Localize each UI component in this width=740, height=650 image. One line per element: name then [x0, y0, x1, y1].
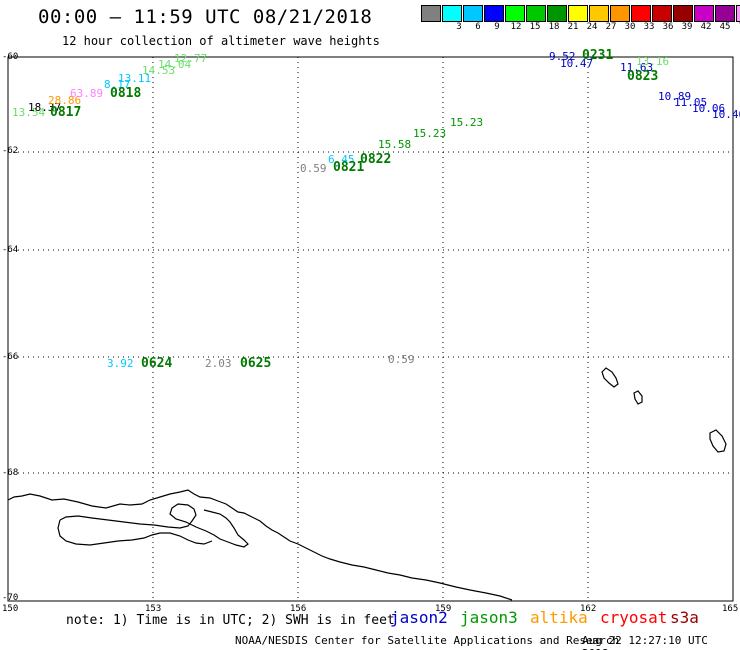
legend-swatch — [568, 5, 588, 22]
lon-label: 162 — [580, 604, 597, 614]
legend-tick-label: 36 — [662, 22, 674, 32]
coastline-ice-shelf — [59, 503, 249, 548]
legend-tick-label: 12 — [510, 22, 522, 32]
wave-height-label: 15.58 — [378, 138, 412, 151]
wave-height-label: 14.53 — [142, 64, 176, 77]
date-label: 0822 — [360, 152, 392, 167]
wave-height-label: 15.23 — [413, 127, 447, 140]
legend-tick-label: 3 — [456, 22, 462, 32]
wave-height-label: 8.17 — [104, 78, 131, 91]
legend-swatch — [736, 5, 740, 22]
satellite-cryosat: cryosat — [600, 608, 668, 627]
date-label: 0231 — [582, 48, 614, 63]
legend-swatch — [505, 5, 525, 22]
page-subtitle: 12 hour collection of altimeter wave hei… — [62, 34, 380, 48]
legend-swatch — [694, 5, 714, 22]
lat-label: -70 — [2, 593, 19, 603]
island-1 — [601, 367, 619, 388]
legend-tick-label: 30 — [624, 22, 636, 32]
lat-label: -68 — [2, 468, 19, 478]
date-label: 0821 — [333, 160, 365, 175]
map-frame — [7, 56, 734, 602]
footer-note: note: 1) Time is in UTC; 2) SWH is in fe… — [66, 613, 395, 628]
legend-tick-label: 42 — [700, 22, 712, 32]
legend-tick-label: 6 — [475, 22, 481, 32]
wave-height-label: 6.45 — [328, 153, 355, 166]
wave-height-label: 0.59 — [300, 162, 327, 175]
legend-tick-label: 27 — [605, 22, 617, 32]
wave-height-label: 2.03 — [205, 357, 232, 370]
legend-tick-label: 9 — [494, 22, 500, 32]
legend-tick-label: 33 — [643, 22, 655, 32]
lon-label: 156 — [290, 604, 307, 614]
wave-height-label: 13.16 — [636, 55, 670, 68]
lat-label: -66 — [2, 352, 19, 362]
legend-swatch — [547, 5, 567, 22]
date-label: 0624 — [141, 356, 173, 371]
lat-label: -62 — [2, 146, 19, 156]
wave-height-label: 10.06 — [692, 102, 726, 115]
wave-height-label: 9.52 — [549, 50, 576, 63]
legend-swatch — [442, 5, 462, 22]
satellite-jason2: jason2 — [390, 608, 448, 627]
date-label: 0818 — [110, 86, 142, 101]
credit-text: NOAA/NESDIS Center for Satellite Applica… — [235, 634, 620, 647]
wave-height-label: 0.59 — [388, 353, 415, 366]
lon-label: 165 — [722, 604, 739, 614]
wave-height-label: 11.63 — [620, 61, 654, 74]
legend-swatch — [715, 5, 735, 22]
legend-tick-label: 70 — [734, 22, 740, 32]
legend-swatch — [652, 5, 672, 22]
lat-label: -64 — [2, 245, 19, 255]
legend-tick-label: 24 — [586, 22, 598, 32]
coastline-antarctica — [7, 489, 513, 601]
coastline-inlet — [57, 519, 213, 546]
wave-height-label: 3.92 — [107, 357, 134, 370]
legend-swatch — [463, 5, 483, 22]
wave-height-label: 18.37 — [28, 101, 62, 114]
page-title: 00:00 – 11:59 UTC 08/21/2018 — [38, 6, 373, 28]
satellite-altika: altika — [530, 608, 588, 627]
generated-timestamp: Aug 22 12:27:10 UTC 2018 — [582, 634, 708, 650]
legend-swatch — [610, 5, 630, 22]
legend-tick-label: 39 — [681, 22, 693, 32]
wave-height-label: 13.54 — [12, 106, 46, 119]
legend-swatch — [673, 5, 693, 22]
satellite-s3a: s3a — [670, 608, 699, 627]
island-3 — [709, 429, 727, 453]
grid-lines — [8, 57, 733, 601]
lon-label: 153 — [145, 604, 162, 614]
legend-tick-label: 21 — [567, 22, 579, 32]
legend-swatch — [421, 5, 441, 22]
wave-height-label: 12.77 — [174, 52, 208, 65]
wave-height-label: 14.04 — [158, 58, 192, 71]
wave-height-label: 10.47 — [560, 57, 594, 70]
lon-label: 150 — [2, 604, 19, 614]
date-label: 0625 — [240, 356, 272, 371]
legend-tick-label: 18 — [548, 22, 560, 32]
wave-height-label: 10.89 — [658, 90, 692, 103]
wave-height-label: 13.11 — [118, 72, 152, 85]
satellite-jason3: jason3 — [460, 608, 518, 627]
legend-swatch — [589, 5, 609, 22]
legend-tick-label: 15 — [529, 22, 541, 32]
legend-swatch — [526, 5, 546, 22]
color-legend — [421, 5, 740, 22]
island-2 — [633, 390, 643, 405]
wave-height-label: 10.46 — [712, 108, 740, 121]
lat-label: -60 — [2, 52, 19, 62]
lon-label: 159 — [435, 604, 452, 614]
date-label: 0817 — [50, 105, 82, 120]
date-label: 0823 — [627, 69, 659, 84]
wave-height-label: 11.05 — [674, 96, 708, 109]
wave-height-label: 28.86 — [48, 94, 82, 107]
legend-tick-label: 45 — [719, 22, 731, 32]
wave-height-label: 15.23 — [450, 116, 484, 129]
wave-height-label: 63.89 — [70, 87, 104, 100]
legend-swatch — [631, 5, 651, 22]
legend-swatch — [484, 5, 504, 22]
